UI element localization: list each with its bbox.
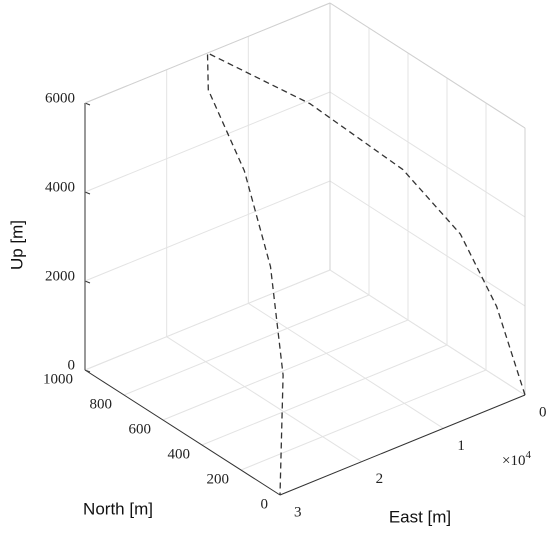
x-tick-label: 0	[539, 404, 547, 420]
tick-mark	[84, 191, 91, 195]
z-axis-label: Up [m]	[7, 220, 26, 270]
exponent-base: ×10	[502, 453, 525, 469]
y-tick-label: 1000	[43, 371, 73, 387]
grid-line	[84, 91, 331, 193]
x-axis-label: East [m]	[389, 507, 451, 526]
grid-line	[123, 294, 370, 396]
grid-line	[162, 319, 409, 421]
x-exponent: ×104	[502, 449, 531, 470]
z-tick-label: 4000	[45, 179, 75, 195]
z-tick-label: 2000	[45, 268, 75, 284]
y-tick-label: 400	[168, 446, 191, 462]
box-edge	[84, 2, 331, 104]
z-tick-label: 0	[68, 357, 76, 373]
y-tick-label: 200	[207, 471, 230, 487]
tick-mark	[84, 102, 91, 106]
trajectory	[206, 51, 526, 496]
grid-line	[201, 344, 448, 446]
grid-line	[329, 180, 526, 307]
box-edge	[84, 369, 281, 496]
grid-line	[84, 269, 331, 371]
y-tick-label: 0	[261, 496, 269, 512]
y-tick-label: 600	[129, 421, 152, 437]
x-tick-label: 3	[294, 504, 302, 520]
x-tick-label: 2	[376, 471, 384, 487]
box-edge	[279, 394, 526, 496]
grid-line	[240, 369, 487, 471]
y-tick-label: 800	[90, 396, 113, 412]
grid-line	[329, 91, 526, 218]
x-tick-label: 1	[457, 438, 465, 454]
grid-line	[329, 269, 526, 396]
z-tick-label: 6000	[45, 90, 75, 106]
box-edge	[329, 2, 526, 129]
grid-line	[84, 180, 331, 282]
grid-line	[248, 302, 444, 429]
exponent-power: 4	[525, 449, 531, 461]
y-axis-label: North [m]	[83, 499, 153, 518]
tick-mark	[84, 280, 91, 284]
grid-line	[166, 336, 362, 463]
